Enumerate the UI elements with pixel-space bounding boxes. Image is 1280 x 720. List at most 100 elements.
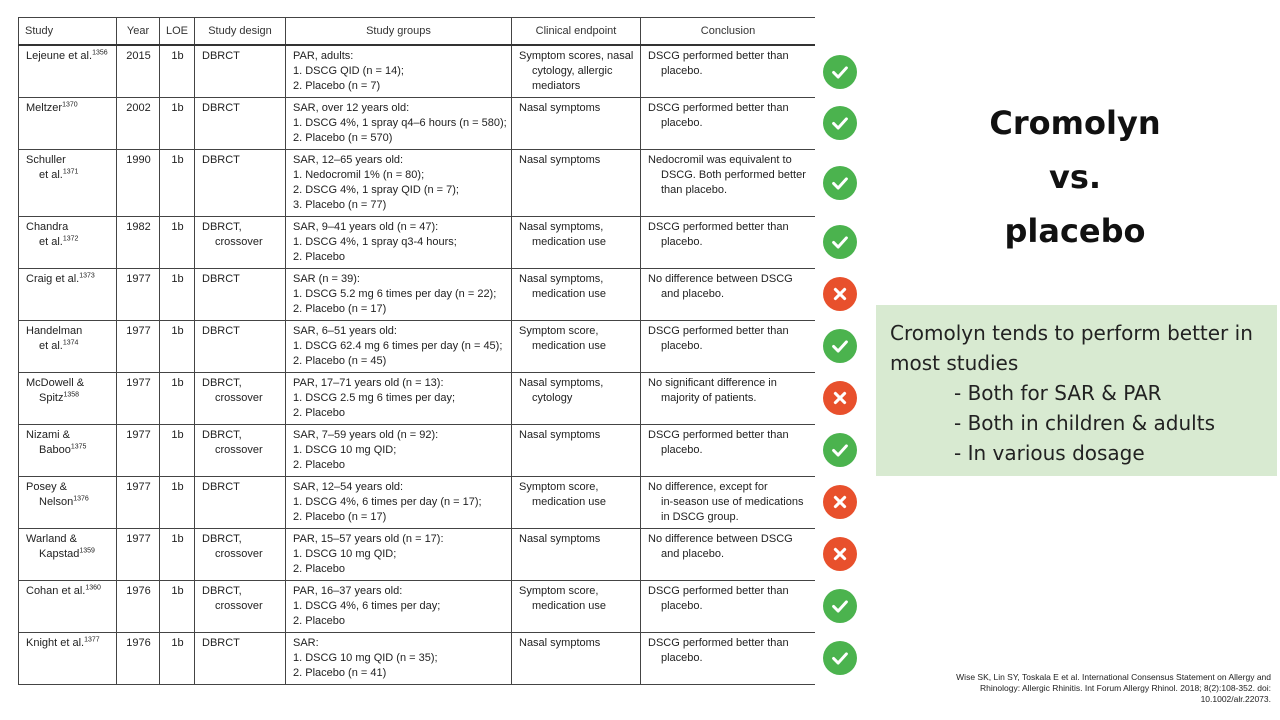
x-circle-icon (823, 537, 857, 571)
table-header-row: Study Year LOE Study design Study groups… (18, 17, 815, 46)
design-cell: DBRCT, crossover (194, 372, 286, 425)
conclusion-line: DSCG performed better than (648, 102, 789, 114)
group-line: 2. DSCG 4%, 1 spray QID (n = 7); (293, 184, 459, 196)
header-clinical-endpoint: Clinical endpoint (511, 17, 641, 46)
group-line: 1. DSCG 4%, 1 spray q4–6 hours (n = 580)… (293, 117, 507, 129)
endpoint-line: cytology, allergic (532, 65, 613, 77)
reference-number: 1360 (85, 584, 101, 592)
conclusion-line: and placebo. (661, 548, 724, 560)
groups-cell: SAR, 12–65 years old: 1. Nedocromil 1% (n… (285, 149, 512, 217)
conclusion-cell: DSCG performed better than placebo. (640, 216, 815, 269)
endpoint-line: cytology (532, 392, 573, 404)
summary-bullet: - Both in children & adults (954, 411, 1215, 435)
study-cell: Nizami & Baboo1375 (18, 424, 117, 477)
design-line: DBRCT (202, 50, 240, 62)
conclusion-line: No difference between DSCG (648, 533, 793, 545)
study-name: et al. (39, 236, 63, 248)
summary-box: Cromolyn tends to perform better in most… (876, 305, 1277, 476)
table-row: Craig et al.1373 1977 1b DBRCT SAR (n = 39):… (18, 268, 815, 321)
groups-cell: PAR, 17–71 years old (n = 13): 1. DSCG 2.… (285, 372, 512, 425)
endpoint-line: medication use (532, 496, 606, 508)
loe-cell: 1b (159, 216, 195, 269)
loe-cell: 1b (159, 320, 195, 373)
group-line: SAR, 12–54 years old: (293, 481, 404, 493)
study-name: Meltzer (26, 102, 63, 114)
design-line: crossover (215, 236, 263, 248)
endpoint-line: Nasal symptoms, (519, 377, 604, 389)
endpoint-cell: Nasal symptoms (511, 149, 641, 217)
conclusion-line: placebo. (661, 117, 703, 129)
study-name-line: Craig et al.1373 (26, 272, 110, 287)
group-line: 3. Placebo (n = 77) (293, 199, 387, 211)
year-cell: 2015 (116, 45, 160, 98)
study-name: Nizami & (26, 429, 71, 441)
groups-cell: SAR: 1. DSCG 10 mg QID (n = 35); 2. Placeb… (285, 632, 512, 685)
conclusion-cell: DSCG performed better than placebo. (640, 45, 815, 98)
group-line: SAR: (293, 637, 319, 649)
conclusion-line: placebo. (661, 444, 703, 456)
year-cell: 1977 (116, 528, 160, 581)
endpoint-line: medication use (532, 236, 606, 248)
header-study: Study (18, 17, 117, 46)
summary-bullet: - In various dosage (954, 441, 1145, 465)
citation: Wise SK, Lin SY, Toskala E et al. Intern… (900, 672, 1271, 705)
study-name-line: Warland & (26, 532, 110, 547)
endpoint-cell: Symptom scores, nasal cytology, allergic m… (511, 45, 641, 98)
group-line: 1. DSCG 10 mg QID; (293, 548, 397, 560)
table-row: Knight et al.1377 1976 1b DBRCT SAR: 1. DSCG … (18, 632, 815, 685)
design-line: DBRCT (202, 102, 240, 114)
study-name: et al. (39, 169, 63, 181)
study-name: Lejeune et al. (26, 50, 93, 62)
title-line: vs. (1048, 158, 1102, 196)
check-circle-icon (823, 641, 857, 675)
study-name-line: Nizami & (26, 428, 110, 443)
group-line: 2. Placebo (293, 459, 345, 471)
conclusion-line: No significant difference in (648, 377, 777, 389)
header-conclusion: Conclusion (640, 17, 815, 46)
header-study-groups: Study groups (285, 17, 512, 46)
group-line: 2. Placebo (293, 407, 345, 419)
endpoint-cell: Nasal symptoms (511, 528, 641, 581)
design-cell: DBRCT, crossover (194, 424, 286, 477)
reference-number: 1371 (62, 168, 79, 176)
table-row: Handelman et al.1374 1977 1b DBRCT SAR, 6–51 … (18, 320, 815, 373)
study-name-line: Lejeune et al.1356 (26, 49, 110, 64)
reference-number: 1373 (79, 272, 95, 280)
conclusion-line: placebo. (661, 65, 703, 77)
check-circle-icon (823, 329, 857, 363)
conclusion-line: majority of patients. (661, 392, 757, 404)
conclusion-line: and placebo. (661, 288, 724, 300)
reference-number: 1356 (92, 49, 108, 57)
loe-cell: 1b (159, 97, 195, 150)
design-cell: DBRCT, crossover (194, 528, 286, 581)
conclusion-line: DSCG performed better than (648, 325, 789, 337)
endpoint-line: Nasal symptoms (519, 102, 601, 114)
study-name: et al. (39, 340, 63, 352)
design-line: DBRCT (202, 273, 240, 285)
groups-cell: SAR (n = 39): 1. DSCG 5.2 mg 6 times per … (285, 268, 512, 321)
conclusion-line: DSCG performed better than (648, 429, 789, 441)
study-name: Cohan et al. (26, 585, 86, 597)
group-line: SAR, 6–51 years old: (293, 325, 397, 337)
table-row: Meltzer1370 2002 1b DBRCT SAR, over 12 years… (18, 97, 815, 150)
x-circle-icon (823, 381, 857, 415)
loe-cell: 1b (159, 149, 195, 217)
design-cell: DBRCT (194, 476, 286, 529)
conclusion-line: DSCG performed better than (648, 50, 789, 62)
study-cell: Chandra et al.1372 (18, 216, 117, 269)
year-cell: 1976 (116, 580, 160, 633)
reference-number: 1359 (79, 547, 95, 555)
study-cell: Warland & Kapstad1359 (18, 528, 117, 581)
group-line: 1. DSCG 62.4 mg 6 times per day (n = 45)… (293, 340, 503, 352)
study-name: Posey & (26, 481, 67, 493)
group-line: 1. DSCG 4%, 6 times per day (n = 17); (293, 496, 482, 508)
group-line: SAR, over 12 years old: (293, 102, 410, 114)
study-name-line: Handelman (26, 324, 110, 339)
conclusion-line: placebo. (661, 340, 703, 352)
study-cell: Handelman et al.1374 (18, 320, 117, 373)
studies-table: Study Year LOE Study design Study groups… (18, 17, 815, 685)
group-line: SAR, 7–59 years old (n = 92): (293, 429, 439, 441)
endpoint-line: medication use (532, 600, 606, 612)
study-name-line: Baboo1375 (26, 443, 110, 458)
groups-cell: SAR, 12–54 years old: 1. DSCG 4%, 6 times… (285, 476, 512, 529)
